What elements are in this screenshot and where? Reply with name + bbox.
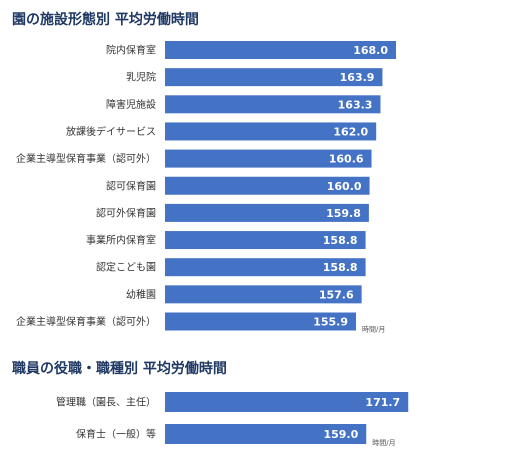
category-label: 認定こども園 [96,261,156,274]
bar [165,231,366,250]
data-label: 159.0 [323,428,358,441]
bar [165,392,409,412]
data-label: 160.0 [327,180,362,193]
data-label: 158.8 [323,234,358,247]
data-label: 162.0 [333,125,368,138]
unit-label: 時間/月 [372,439,395,447]
data-label: 159.8 [326,207,361,220]
data-label: 171.7 [365,396,400,409]
data-label: 157.6 [319,288,354,301]
data-label: 163.3 [338,98,373,111]
chart-title-position: 職員の役職・職種別 平均労働時間 [12,361,227,377]
data-label: 155.9 [313,316,348,329]
category-label: 放課後デイサービス [66,125,156,138]
bar [165,424,367,444]
category-label: 事業所内保育室 [86,234,156,247]
category-label: 管理職（園長、主任） [56,396,156,409]
bar [165,95,381,114]
category-label: 保育士（一般）等 [76,428,156,441]
category-label: 認可外保育園 [96,206,156,219]
category-label: 幼稚園 [126,288,156,301]
data-label: 168.0 [353,44,388,57]
bar [165,41,396,59]
bar [165,258,366,277]
bar [165,176,370,195]
bar [165,203,369,222]
bar [165,149,372,168]
category-label: 障害児施設 [106,98,156,111]
category-label: 企業主導型保育事業（認可外） [16,152,156,165]
category-label: 企業主導型保育事業（認可外） [16,315,156,328]
bar [165,122,377,141]
category-label: 認可保育園 [106,179,156,192]
data-label: 160.6 [329,153,364,166]
bar [165,285,362,304]
unit-label: 時間/月 [362,326,385,334]
bar [165,68,383,87]
bar [165,312,356,331]
data-label: 163.9 [340,71,375,84]
data-label: 158.8 [323,261,358,274]
chart-title-facility: 園の施設形態別 平均労働時間 [12,12,199,28]
category-label: 乳児院 [126,71,156,84]
category-label: 院内保育室 [106,44,156,57]
